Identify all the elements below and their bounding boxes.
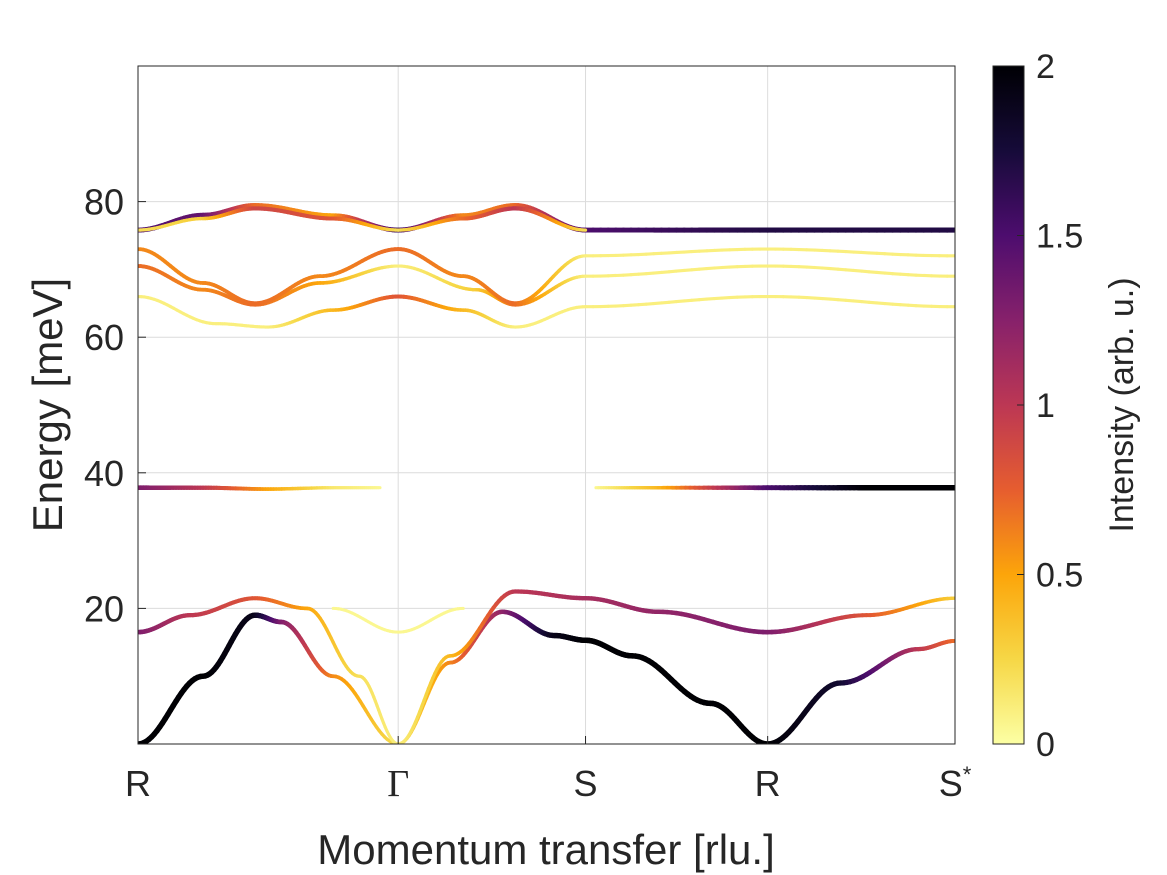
branch-optical-66 <box>138 294 955 329</box>
plot-frame <box>137 65 956 745</box>
x-tick-label: R <box>755 763 781 804</box>
colorbar-tick-label: 1 <box>1036 387 1055 425</box>
x-axis-label: Momentum transfer [rlu.] <box>317 826 774 873</box>
x-axis-ticks: R Γ S R S* <box>125 736 972 805</box>
x-tick-label: R <box>125 763 151 804</box>
colorbar-ticks: 0 0.5 1 1.5 2 <box>1017 48 1083 764</box>
x-tick-label: S <box>574 763 598 804</box>
x-tick-label: S* <box>939 762 972 804</box>
colorbar-tick-label: 0 <box>1036 726 1055 764</box>
colorbar-label: Intensity (arb. u.) <box>1103 277 1141 532</box>
y-axis-label: Energy [meV] <box>24 278 71 532</box>
branch-acoustic-high <box>138 596 400 744</box>
y-tick-label: 40 <box>84 453 124 494</box>
colorbar-tick-label: 2 <box>1036 48 1055 86</box>
branch-optical-80-b <box>138 206 588 232</box>
y-axis-ticks: 20 40 60 80 <box>84 182 146 629</box>
y-tick-label: 20 <box>84 588 124 629</box>
plot-background <box>138 66 955 744</box>
branch-flat-38-left <box>138 485 382 491</box>
branch-optical-70 <box>138 264 955 307</box>
branch-acoustic-high-2 <box>396 589 955 744</box>
colorbar-tick-label: 0.5 <box>1036 557 1083 595</box>
colorbar-tick-label: 1.5 <box>1036 218 1083 256</box>
y-tick-label: 80 <box>84 182 124 223</box>
x-tick-label: Γ <box>387 763 409 805</box>
branch-optical-73 <box>138 247 955 306</box>
y-tick-label: 60 <box>84 317 124 358</box>
dispersion-branches <box>138 203 955 744</box>
branch-acoustic-low <box>138 612 400 744</box>
branch-weak-gamma <box>331 606 465 634</box>
